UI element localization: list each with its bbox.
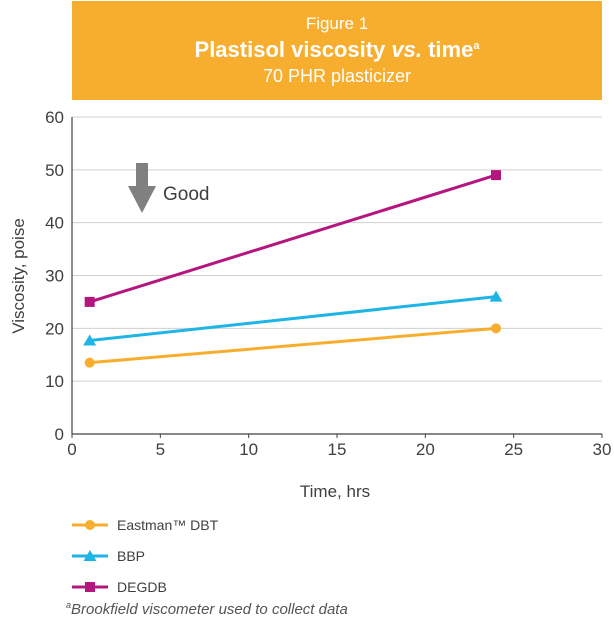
- title-rest: time: [421, 37, 474, 62]
- x-tick-label: 10: [239, 440, 258, 459]
- x-tick-label: 15: [328, 440, 347, 459]
- series-bbp: [83, 290, 503, 346]
- series-layer: [83, 170, 503, 368]
- footnote-superscript: a: [66, 600, 72, 610]
- title-superscript: a: [473, 40, 480, 52]
- legend-label: Eastman™ DBT: [117, 517, 219, 533]
- data-point: [84, 357, 95, 368]
- data-point: [491, 323, 501, 334]
- y-tick-label: 30: [45, 267, 64, 286]
- y-tick-label: 50: [45, 161, 64, 180]
- legend-label: DEGDB: [117, 579, 167, 595]
- tick-labels: 0 10 20 30 40 50 60 0 5 10 15 20 25 30: [45, 108, 611, 459]
- footnote: aBrookfield viscometer used to collect d…: [66, 600, 348, 618]
- series-line: [89, 173, 497, 304]
- data-point: [489, 290, 503, 302]
- legend-marker: [85, 582, 95, 592]
- gridlines: [72, 116, 602, 435]
- title-vs: vs.: [391, 37, 422, 62]
- legend-item-bbp: BBP: [72, 548, 145, 564]
- series-degdb: [84, 170, 501, 307]
- x-tick-label: 25: [504, 440, 523, 459]
- good-annotation: Good: [163, 184, 209, 205]
- legend: Eastman™ DBT BBP DEGDB: [72, 517, 219, 595]
- chart-subtitle: 70 PHR plasticizer: [262, 66, 412, 86]
- y-tick-label: 0: [55, 425, 64, 444]
- y-tick-label: 10: [45, 372, 64, 391]
- series-eastman-dbt: [84, 323, 501, 368]
- x-tick-label: 5: [156, 440, 165, 459]
- x-tick-label: 0: [67, 440, 76, 459]
- legend-label: BBP: [117, 548, 145, 564]
- y-tick-label: 60: [45, 108, 64, 127]
- x-tick-label: 20: [416, 440, 435, 459]
- legend-item-degdb: DEGDB: [72, 579, 167, 595]
- footnote-text: Brookfield viscometer used to collect da…: [71, 601, 348, 618]
- good-arrow-icon: [128, 163, 156, 213]
- x-axis-label: Time, hrs: [300, 482, 370, 501]
- legend-marker: [83, 550, 97, 561]
- y-tick-label: 40: [45, 214, 64, 233]
- data-point: [83, 334, 97, 346]
- data-point: [84, 296, 95, 307]
- y-tick-label: 20: [45, 319, 64, 338]
- series-line: [89, 295, 497, 342]
- figure-label: Figure 1: [305, 14, 369, 33]
- series-line: [89, 326, 497, 365]
- x-tick-label: 30: [593, 440, 612, 459]
- figure-banner: Figure 1 Plastisol viscosity vs. timea 7…: [72, 1, 602, 100]
- legend-item-eastman-dbt: Eastman™ DBT: [72, 517, 219, 533]
- title-main: Plastisol viscosity: [194, 37, 392, 62]
- y-axis-label: Viscosity, poise: [9, 218, 28, 334]
- chart-title: Plastisol viscosity vs. timea: [72, 37, 602, 63]
- legend-marker: [85, 520, 95, 530]
- data-point: [491, 170, 501, 181]
